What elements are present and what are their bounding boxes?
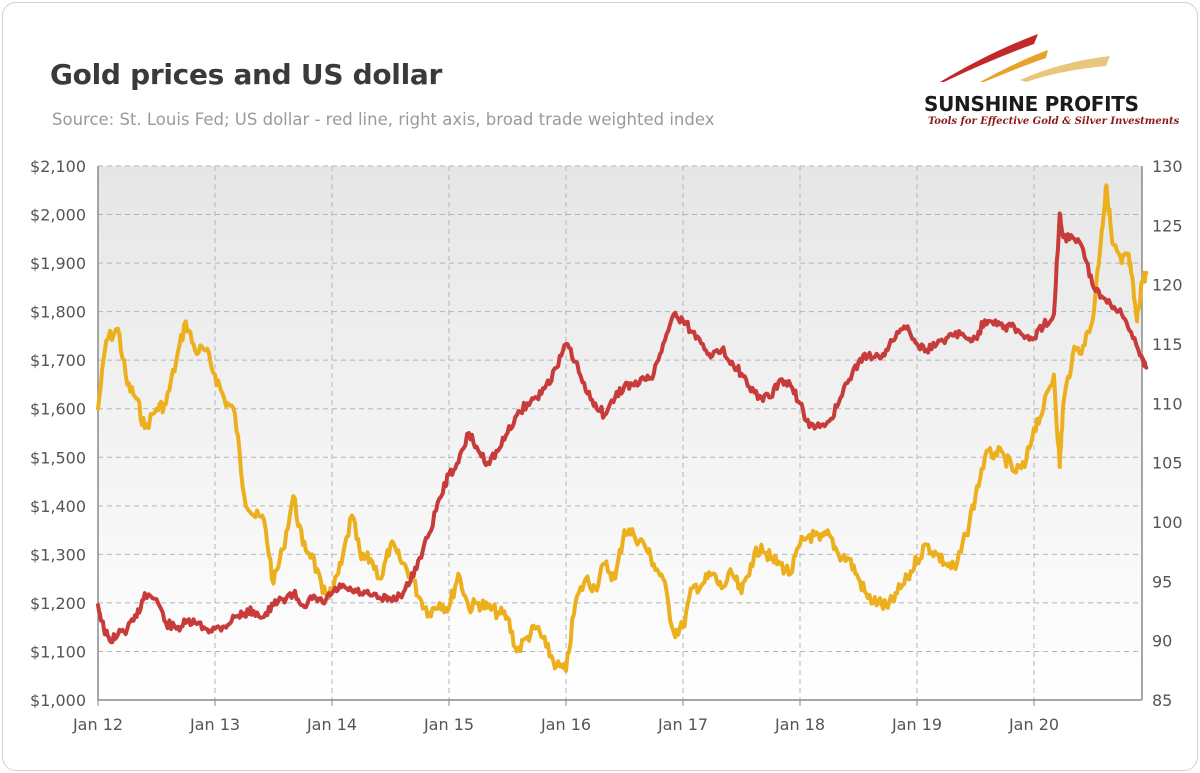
x-tick-label: Jan 18 xyxy=(774,715,825,734)
x-tick-label: Jan 13 xyxy=(189,715,240,734)
right-tick-label: 90 xyxy=(1152,632,1172,651)
logo-tagline: Tools for Effective Gold & Silver Invest… xyxy=(928,116,1180,127)
sunshine-profits-logo: SUNSHINE PROFITS Tools for Effective Gol… xyxy=(910,22,1179,142)
left-tick-label: $1,300 xyxy=(30,545,86,564)
left-tick-label: $1,100 xyxy=(30,642,86,661)
x-tick-label: Jan 20 xyxy=(1008,715,1059,734)
left-tick-label: $1,700 xyxy=(30,351,86,370)
left-tick-label: $2,100 xyxy=(30,157,86,176)
chart-subtitle: Source: St. Louis Fed; US dollar - red l… xyxy=(52,110,715,129)
left-tick-label: $1,600 xyxy=(30,400,86,419)
x-tick-label: Jan 14 xyxy=(306,715,357,734)
right-tick-label: 125 xyxy=(1152,216,1183,235)
right-tick-label: 85 xyxy=(1152,691,1172,710)
plot-background xyxy=(98,166,1142,700)
x-tick-label: Jan 15 xyxy=(423,715,474,734)
right-tick-label: 100 xyxy=(1152,513,1183,532)
logo-swoosh-icon xyxy=(940,34,1110,82)
left-tick-label: $1,200 xyxy=(30,594,86,613)
left-tick-label: $1,800 xyxy=(30,303,86,322)
right-tick-label: 120 xyxy=(1152,276,1183,295)
gold-price-line xyxy=(96,183,1149,673)
x-tick-label: Jan 19 xyxy=(891,715,942,734)
right-tick-label: 95 xyxy=(1152,572,1172,591)
us-dollar-line xyxy=(96,211,1149,645)
left-tick-label: $1,500 xyxy=(30,448,86,467)
logo-name: SUNSHINE PROFITS xyxy=(924,92,1139,116)
chart-title: Gold prices and US dollar xyxy=(50,58,443,91)
right-tick-label: 105 xyxy=(1152,454,1183,473)
right-tick-label: 130 xyxy=(1152,157,1183,176)
left-tick-label: $2,000 xyxy=(30,206,86,225)
right-tick-label: 110 xyxy=(1152,394,1183,413)
left-tick-label: $1,900 xyxy=(30,254,86,273)
right-axis-ticks: 85 90 95 100 105 110 115 120 125 130 xyxy=(1152,157,1183,710)
right-tick-label: 115 xyxy=(1152,335,1183,354)
grid-lines xyxy=(98,165,1142,700)
x-tick-label: Jan 16 xyxy=(540,715,591,734)
left-axis-ticks: $1,000 $1,100 $1,200 $1,300 $1,400 $1,500 $1,6… xyxy=(30,157,86,710)
x-tick-label: Jan 17 xyxy=(657,715,708,734)
x-axis-ticks: Jan 12 Jan 13 Jan 14 Jan 15 Jan 16 Jan 17 Jan … xyxy=(72,700,1059,734)
left-tick-label: $1,000 xyxy=(30,691,86,710)
left-tick-label: $1,400 xyxy=(30,497,86,516)
x-tick-label: Jan 12 xyxy=(72,715,123,734)
